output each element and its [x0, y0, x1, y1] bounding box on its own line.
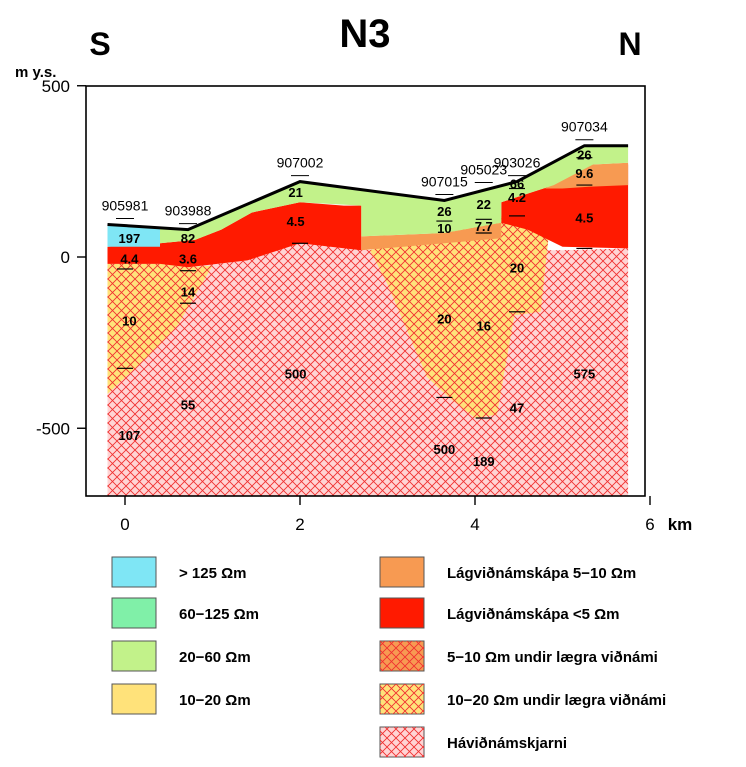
station-name: 907015 — [421, 173, 468, 189]
y-tick-label: 0 — [61, 248, 70, 267]
resistivity-value: 20 — [510, 260, 524, 275]
station-name: 907034 — [561, 119, 608, 135]
station-name: 905981 — [102, 197, 149, 213]
legend-label: 60−125 Ωm — [179, 606, 259, 623]
resistivity-value: 4.4 — [120, 252, 139, 267]
x-axis-label: km — [668, 515, 693, 534]
resistivity-value: 10 — [437, 221, 451, 236]
station-name: 903026 — [494, 155, 541, 171]
resistivity-value: 7.7 — [475, 219, 493, 234]
legend-swatch-hatch — [380, 641, 424, 671]
legend-swatch-hatch — [380, 684, 424, 714]
station-name: 907002 — [277, 155, 324, 171]
ground-surface — [107, 144, 629, 232]
y-tick-label: -500 — [36, 419, 70, 438]
y-tick-label: 500 — [42, 77, 70, 96]
plot-frame — [85, 85, 646, 497]
legend-label: 10−20 Ωm — [179, 692, 251, 709]
resistivity-value: 4.5 — [575, 211, 593, 226]
x-tick-label: 4 — [470, 515, 479, 534]
surface-line — [107, 144, 629, 232]
resistivity-value: 500 — [434, 442, 456, 457]
resistivity-layers — [107, 145, 629, 496]
station-name: 903988 — [165, 203, 212, 219]
resistivity-value: 21 — [288, 185, 302, 200]
south-label: S — [89, 26, 110, 62]
x-tick-label: 0 — [120, 515, 129, 534]
resistivity-value: 575 — [574, 366, 596, 381]
section-title: N3 — [339, 12, 390, 56]
y-axis-label: m y.s. — [15, 64, 56, 81]
layer-red-3 — [107, 202, 362, 268]
x-tick-label: 6 — [645, 515, 654, 534]
legend-label: Lágviðnámskápa <5 Ωm — [447, 606, 620, 623]
legend-label: 10−20 Ωm undir lægra viðnámi — [447, 692, 666, 709]
resistivity-value: 500 — [285, 366, 307, 381]
legend-swatch — [111, 640, 157, 672]
depth-tick-marks — [117, 157, 593, 419]
resistivity-value: 16 — [477, 319, 491, 334]
legend-swatch — [111, 683, 157, 715]
x-tick-label: 2 — [295, 515, 304, 534]
legend-label: 20−60 Ωm — [179, 649, 251, 666]
resistivity-value-labels: 197 82 4.4 3.6 14 10 55 107 21 4.5 500 26 22 66 10 7.7 4… — [119, 147, 596, 469]
layer-orange-4 — [361, 222, 502, 251]
legend-swatch — [111, 556, 157, 588]
resistivity-value: 22 — [477, 197, 491, 212]
legend-swatch — [111, 597, 157, 629]
layer-orange-6 — [545, 162, 629, 189]
resistivity-value: 197 — [119, 231, 141, 246]
legend-swatch — [379, 597, 425, 629]
resistivity-value: 66 — [510, 176, 524, 191]
resistivity-value: 14 — [181, 284, 196, 299]
resistivity-value: 47 — [510, 401, 524, 416]
resistivity-value: 82 — [181, 231, 195, 246]
resistivity-value: 26 — [577, 147, 591, 162]
resistivity-value: 189 — [473, 454, 495, 469]
resistivity-value: 107 — [119, 428, 141, 443]
legend-swatch-hatch — [380, 727, 424, 757]
axes-ticks: 0 2 4 6 500 0 -500 — [36, 77, 655, 534]
resistivity-value: 55 — [181, 397, 195, 412]
resistivity-value: 26 — [437, 204, 451, 219]
legend-label: 5−10 Ωm undir lægra viðnámi — [447, 649, 658, 666]
north-label: N — [618, 26, 641, 62]
resistivity-value: 4.2 — [508, 190, 526, 205]
resistivity-value: 20 — [437, 312, 451, 327]
layer-hatch-2 — [370, 215, 550, 418]
resistivity-value: 4.5 — [287, 214, 305, 229]
resistivity-value: 9.6 — [575, 166, 593, 181]
legend: > 125 Ωm Lágviðnámskápa 5−10 Ωm 60−125 Ωm L… — [111, 556, 666, 758]
layer-hatch-1 — [107, 263, 213, 394]
legend-label: > 125 Ωm — [179, 565, 247, 582]
station-name: 905023 — [460, 162, 507, 178]
resistivity-value: 10 — [122, 313, 136, 328]
layer-cyan-7 — [107, 224, 160, 247]
legend-label: Lágviðnámskápa 5−10 Ωm — [447, 565, 636, 582]
legend-swatch — [379, 556, 425, 588]
resistivity-value: 3.6 — [179, 252, 197, 267]
legend-label: Háviðnámskjarni — [447, 735, 567, 752]
